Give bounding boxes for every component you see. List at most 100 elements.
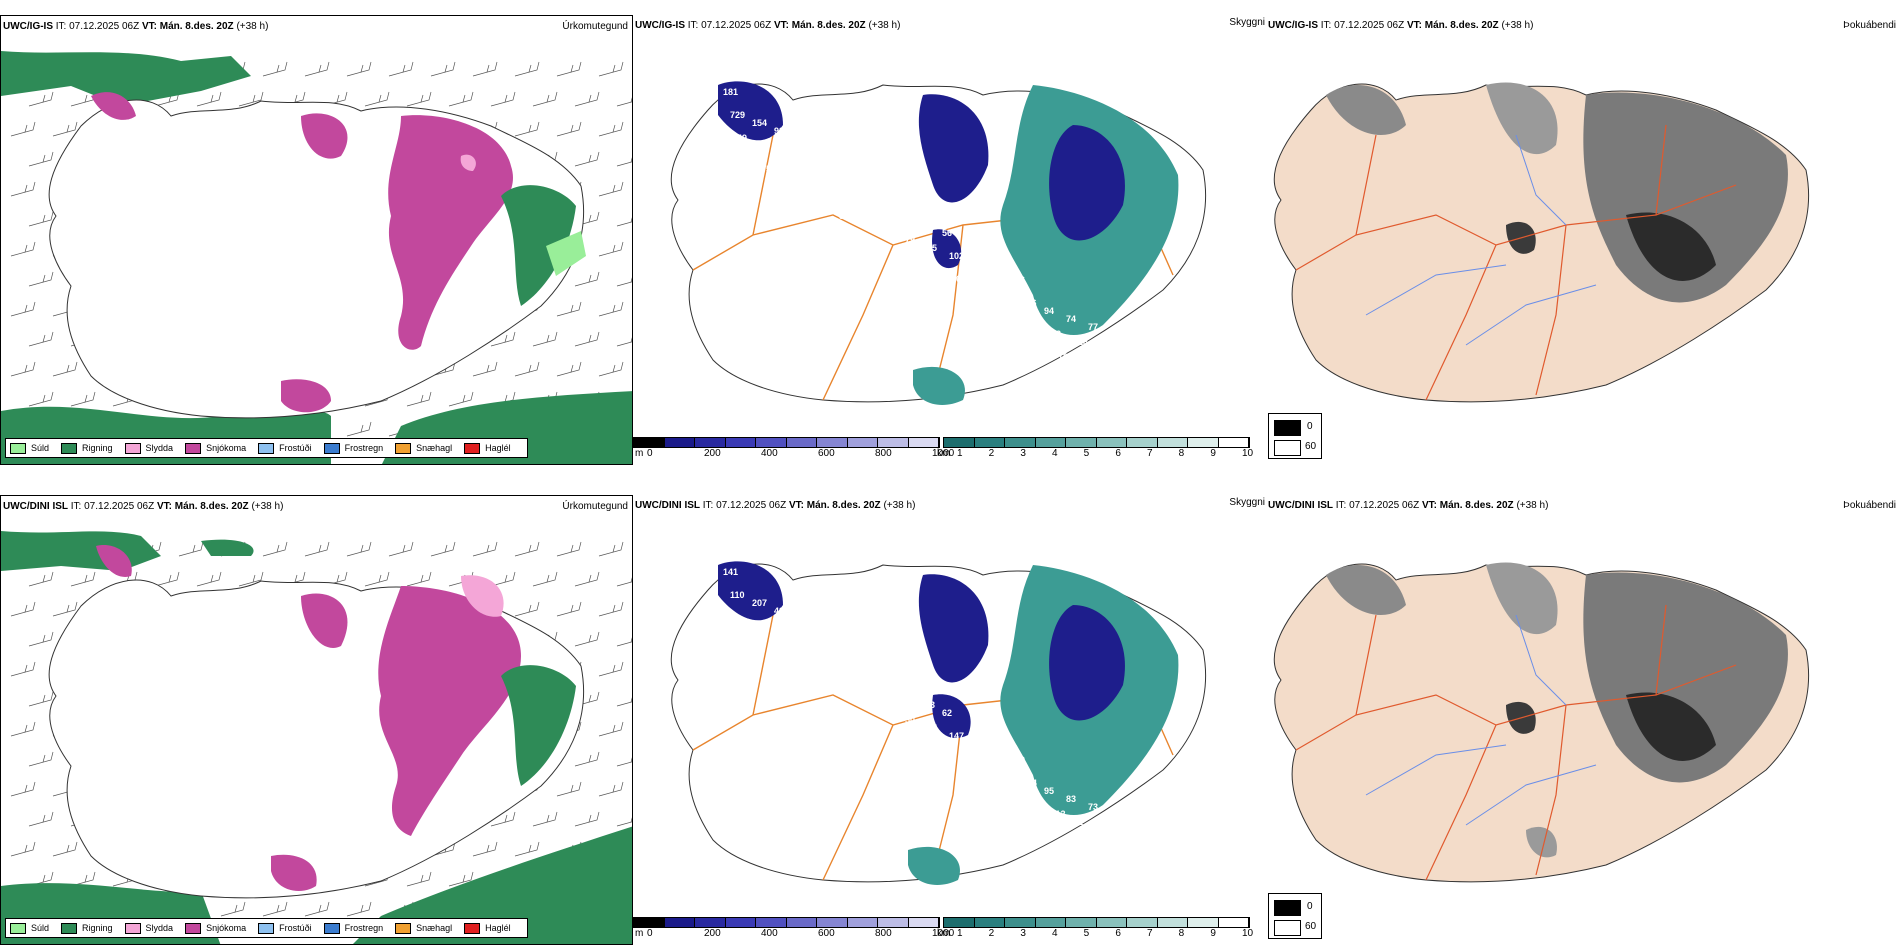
colorbar-swatch [1127, 438, 1158, 447]
wind-barb [70, 391, 96, 407]
cloud-base-label: 62 [942, 708, 952, 718]
rain-area [353, 826, 632, 944]
cloud-area [932, 229, 962, 269]
wind-barb [598, 601, 624, 617]
fog-panel-row2: UWC/DINI ISL IT: 07.12.2025 06Z VT: Mán.… [1266, 495, 1900, 890]
cloud-base-label: 65 [781, 629, 791, 639]
wind-barb [598, 721, 624, 737]
wind-barb [514, 61, 540, 77]
colorbar-swatch [944, 438, 975, 447]
cloud-area [1049, 125, 1125, 241]
colorbar-unit: km [937, 928, 951, 939]
wind-barb [406, 391, 432, 407]
cloud-base-label: 45 [1146, 574, 1156, 584]
panel-header: UWC/IG-IS IT: 07.12.2025 06Z VT: Mán. 8.… [635, 20, 901, 31]
cloud-base-label: 87 [796, 134, 806, 144]
cloud-base-label: 53 [1161, 849, 1171, 859]
wind-barb [574, 631, 600, 647]
colorbar-swatch [1188, 438, 1219, 447]
cloud-base-label: 76 [1015, 275, 1025, 285]
cloud-base-label: 110 [730, 590, 745, 600]
fog-key-black [1274, 900, 1301, 916]
cloud-base-label: 69 [759, 141, 769, 151]
cloud-base-label: 75 [927, 243, 937, 253]
cloud-base-label: 97 [854, 196, 864, 206]
wind-barb [346, 901, 372, 917]
wind-barb [28, 751, 54, 767]
colorbar-unit: m [635, 448, 644, 459]
cloud-base-label: 50 [796, 614, 806, 624]
cloud-base-label: 48 [774, 606, 784, 616]
wind-barb [28, 211, 54, 227]
fog-key-row2: 0 60 [1268, 893, 1322, 939]
road-network [1295, 124, 1737, 401]
snow-area [388, 115, 513, 350]
legend-item: Rigning [61, 442, 113, 454]
wind-barb [304, 901, 330, 917]
cloud-area [918, 574, 989, 683]
colorbar-swatch [725, 438, 756, 447]
cloud-base-label: 76 [883, 227, 893, 237]
wind-barb [598, 241, 624, 257]
cloud-base-label: 112 [1051, 809, 1066, 819]
cloud-base-label: 188 [1102, 368, 1117, 378]
wind-barb [514, 841, 540, 857]
wind-barb [574, 571, 600, 587]
cloud-base-label: 96 [803, 637, 813, 647]
colorbar-tick-label: 7 [1147, 928, 1153, 939]
wind-barb [364, 571, 390, 587]
wind-barb [574, 811, 600, 827]
wind-barb [10, 661, 36, 677]
cloud-base-label: 110 [912, 258, 927, 268]
cloud-base-label: 50 [905, 715, 915, 725]
wind-barb [532, 91, 558, 107]
colorbar-swatch [664, 918, 695, 927]
wind-barb [304, 61, 330, 77]
cloud-base-label: 128 [1073, 337, 1088, 347]
rain-area [501, 185, 576, 306]
colorbar-swatch [1096, 918, 1127, 927]
cloud-base-label: 53 [839, 211, 849, 221]
cloud-base-label: 88 [847, 653, 857, 663]
wind-barb [556, 61, 582, 77]
cloud-base-label: 63 [832, 188, 842, 198]
wind-barb [472, 841, 498, 857]
wind-barb [616, 637, 632, 647]
cloud-base-label: 66 [956, 274, 966, 284]
wind-barb [574, 91, 600, 107]
wind-barb [616, 697, 632, 707]
fog-map [1273, 82, 1810, 403]
cloud-base-label: 43 [934, 266, 944, 276]
colorbar-swatch [634, 438, 665, 447]
cloud-base-label: 52 [1051, 329, 1061, 339]
colorbar-swatch [786, 438, 817, 447]
wind-barb [346, 421, 372, 437]
colorbar-swatch [817, 438, 848, 447]
wind-barb [574, 751, 600, 767]
legend-swatch [10, 442, 26, 454]
precip-map [1, 531, 632, 944]
wind-barb [448, 871, 474, 887]
colorbar-tick-label: 6 [1115, 928, 1121, 939]
fog-shading [1583, 92, 1788, 303]
rain-area [201, 539, 254, 556]
legend-item: Frostúði [258, 442, 312, 454]
legend-item: Rigning [61, 922, 113, 934]
fog-shading [1583, 572, 1788, 783]
colorbar-swatch [1127, 918, 1158, 927]
wind-barb [406, 91, 432, 107]
fog-key-label: 60 [1305, 441, 1317, 452]
fog-key-white [1274, 440, 1301, 456]
fog-shading [1486, 562, 1558, 635]
fog-shading [1326, 565, 1406, 615]
colorbar-tick-label: 2 [988, 448, 995, 459]
cloud-base-label: 69 [1161, 369, 1171, 379]
wind-barb [28, 151, 54, 167]
colorbar-tick-label: 400 [761, 928, 778, 939]
colorbar-km: km 1 2 3 4 5 6 7 8 9 10 [937, 917, 1253, 943]
snow-area [301, 113, 348, 159]
legend-swatch [124, 442, 141, 454]
cloud-base-label: 62 [1007, 313, 1017, 323]
legend-swatch [124, 922, 141, 934]
colorbar-tick-label: 10 [1242, 448, 1254, 459]
